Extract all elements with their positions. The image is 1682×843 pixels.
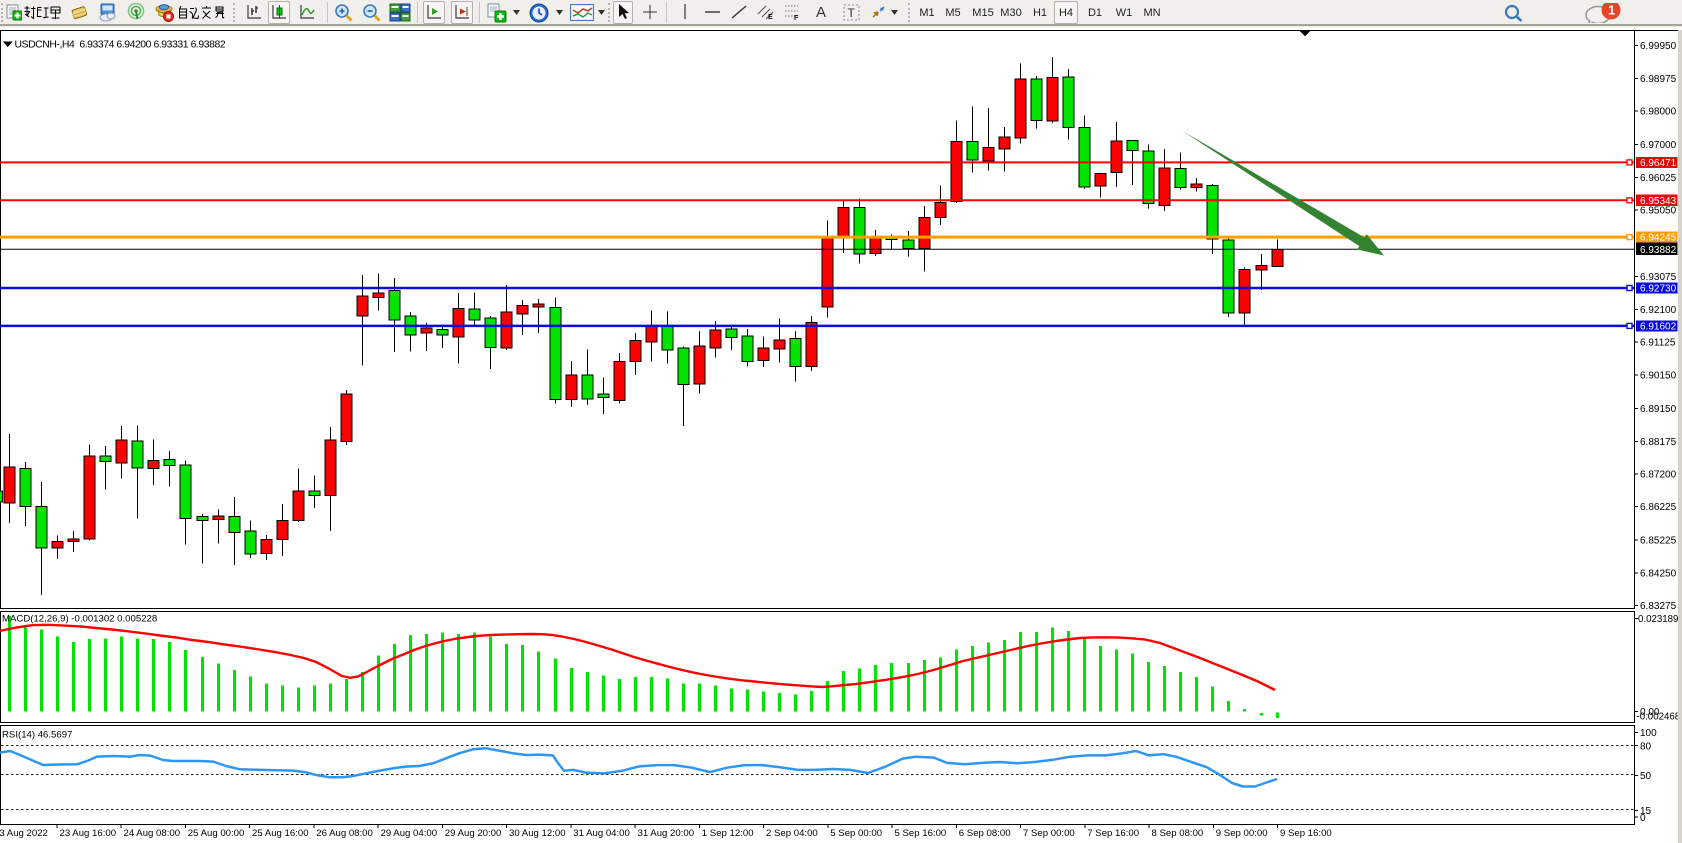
svg-text:0: 0 xyxy=(1640,813,1646,824)
svg-text:MACD(12,26,9) -0.001302 0.0052: MACD(12,26,9) -0.001302 0.005228 xyxy=(2,614,157,625)
svg-text:6.85225: 6.85225 xyxy=(1640,536,1677,547)
svg-text:F: F xyxy=(794,15,799,21)
svg-text:6.91125: 6.91125 xyxy=(1640,338,1676,349)
svg-text:6.89150: 6.89150 xyxy=(1640,404,1677,415)
svg-text:6.93075: 6.93075 xyxy=(1640,272,1677,283)
svg-text:7 Sep 16:00: 7 Sep 16:00 xyxy=(1087,828,1139,839)
svg-text:7 Sep 00:00: 7 Sep 00:00 xyxy=(1023,828,1075,839)
svg-text:6.90150: 6.90150 xyxy=(1640,370,1677,381)
svg-text:100: 100 xyxy=(1640,728,1657,739)
svg-text:23 Aug 16:00: 23 Aug 16:00 xyxy=(60,828,117,839)
svg-text:6.88175: 6.88175 xyxy=(1640,437,1677,448)
svg-text:0.00: 0.00 xyxy=(1640,707,1660,718)
svg-text:29 Aug 04:00: 29 Aug 04:00 xyxy=(381,828,438,839)
svg-text:RSI(14) 46.5697: RSI(14) 46.5697 xyxy=(2,730,72,741)
svg-text:1: 1 xyxy=(1608,3,1615,18)
svg-text:6.91602: 6.91602 xyxy=(1640,322,1677,333)
svg-text:6.95050: 6.95050 xyxy=(1640,206,1677,217)
svg-text:6.86225: 6.86225 xyxy=(1640,502,1677,513)
svg-text:6 Sep 08:00: 6 Sep 08:00 xyxy=(959,828,1011,839)
svg-text:25 Aug 00:00: 25 Aug 00:00 xyxy=(188,828,245,839)
svg-text:15: 15 xyxy=(1640,806,1652,817)
svg-text:5 Sep 00:00: 5 Sep 00:00 xyxy=(830,828,882,839)
svg-text:23 Aug 2022: 23 Aug 2022 xyxy=(0,828,48,839)
svg-text:6.97000: 6.97000 xyxy=(1640,140,1677,151)
svg-text:6.96471: 6.96471 xyxy=(1640,158,1677,169)
svg-text:6.92730: 6.92730 xyxy=(1640,284,1677,295)
svg-text:6.92100: 6.92100 xyxy=(1640,305,1677,316)
svg-text:26 Aug 08:00: 26 Aug 08:00 xyxy=(316,828,373,839)
svg-text:30 Aug 12:00: 30 Aug 12:00 xyxy=(509,828,566,839)
svg-text:0.023189: 0.023189 xyxy=(1638,614,1678,625)
svg-text:T: T xyxy=(848,6,856,20)
svg-text:6.99950: 6.99950 xyxy=(1640,41,1677,52)
svg-text:8 Sep 08:00: 8 Sep 08:00 xyxy=(1152,828,1204,839)
svg-text:6.93882: 6.93882 xyxy=(1640,245,1677,256)
svg-text:USDCNH-,H4 6.93374 6.94200 6.: USDCNH-,H4 6.93374 6.94200 6.93331 6.938… xyxy=(15,39,226,50)
svg-text:24 Aug 08:00: 24 Aug 08:00 xyxy=(124,828,181,839)
svg-text:25 Aug 16:00: 25 Aug 16:00 xyxy=(252,828,309,839)
svg-text:9 Sep 00:00: 9 Sep 00:00 xyxy=(1216,828,1268,839)
svg-text:80: 80 xyxy=(1640,741,1652,752)
svg-text:6.98975: 6.98975 xyxy=(1640,74,1677,85)
svg-text:-0.002468: -0.002468 xyxy=(1637,711,1681,722)
svg-text:6.94245: 6.94245 xyxy=(1640,233,1677,244)
svg-text:E: E xyxy=(768,14,773,21)
svg-text:9 Sep 16:00: 9 Sep 16:00 xyxy=(1280,828,1332,839)
svg-text:6.84250: 6.84250 xyxy=(1640,569,1677,580)
svg-text:50: 50 xyxy=(1640,771,1652,782)
svg-text:6.98000: 6.98000 xyxy=(1640,107,1677,118)
svg-text:29 Aug 20:00: 29 Aug 20:00 xyxy=(445,828,502,839)
svg-text:6.96025: 6.96025 xyxy=(1640,173,1677,184)
svg-text:6.87200: 6.87200 xyxy=(1640,469,1677,480)
svg-text:31 Aug 04:00: 31 Aug 04:00 xyxy=(573,828,630,839)
svg-text:6.83275: 6.83275 xyxy=(1640,601,1677,612)
svg-text:6.95343: 6.95343 xyxy=(1640,196,1677,207)
svg-text:5 Sep 16:00: 5 Sep 16:00 xyxy=(895,828,947,839)
svg-text:2 Sep 04:00: 2 Sep 04:00 xyxy=(766,828,818,839)
svg-text:31 Aug 20:00: 31 Aug 20:00 xyxy=(638,828,695,839)
svg-text:1 Sep 12:00: 1 Sep 12:00 xyxy=(702,828,754,839)
